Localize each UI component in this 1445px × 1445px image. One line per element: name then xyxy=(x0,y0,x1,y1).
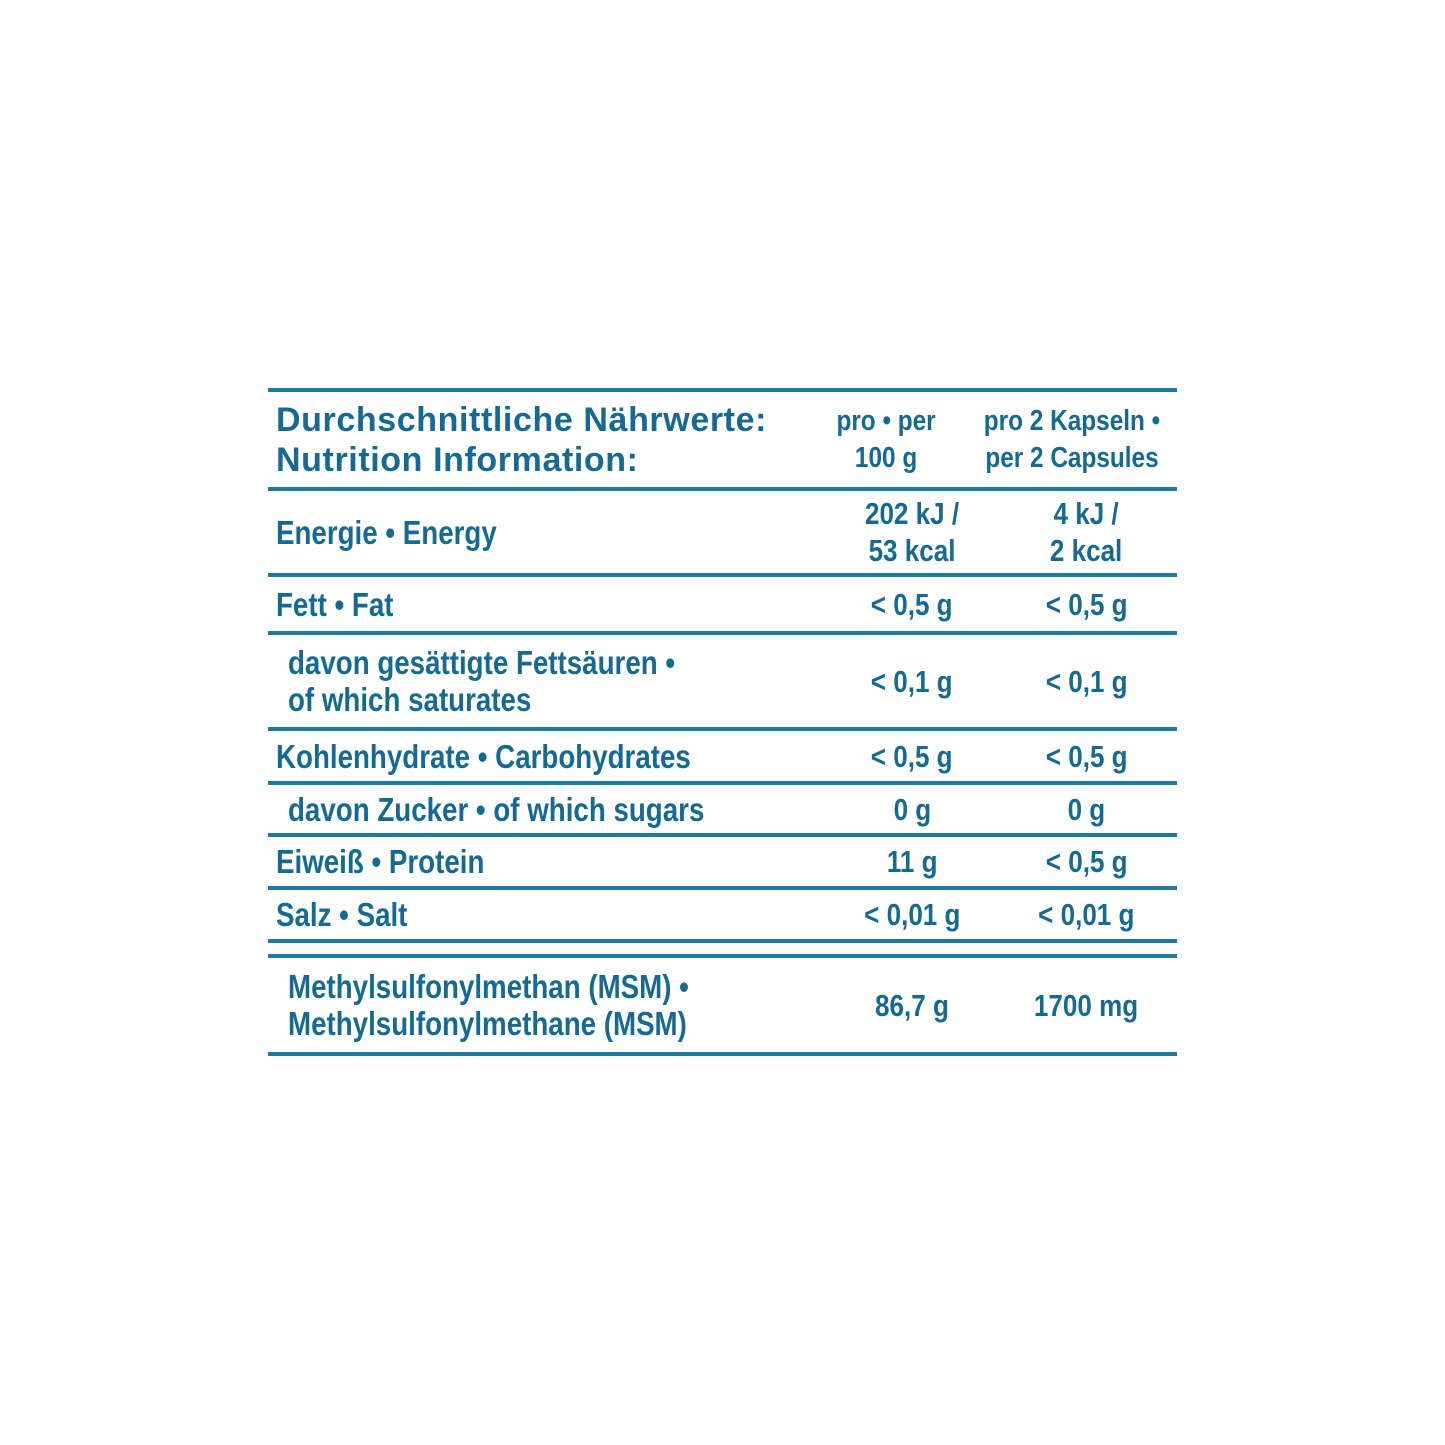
row-value-per-100g: < 0,5 g xyxy=(871,586,953,622)
column-header-per-2-capsules: pro 2 Kapseln • per 2 Capsules xyxy=(967,403,1177,477)
row-value-per-100g: 11 g xyxy=(886,844,938,879)
row-value-per-2-capsules: < 0,1 g xyxy=(1045,663,1128,699)
column-header-per-100g-label: pro • per 100 g xyxy=(836,404,937,474)
row-label-cell: Methylsulfonylmethan (MSM) • Methylsulfo… xyxy=(268,968,828,1042)
row-value-per-2-capsules-cell: 0 g xyxy=(996,791,1177,828)
row-value-per-100g: 86,7 g xyxy=(875,987,949,1023)
row-label-cell: Energie • Energy xyxy=(268,514,828,551)
row-value-per-100g-cell: 202 kJ / 53 kcal xyxy=(828,495,996,569)
table-header-row: Durchschnittliche Nährwerte: Nutrition I… xyxy=(268,388,1177,487)
row-value-per-2-capsules-cell: < 0,01 g xyxy=(996,896,1177,933)
table-header-title-cell: Durchschnittliche Nährwerte: Nutrition I… xyxy=(268,400,806,480)
row-value-per-100g: 202 kJ / 53 kcal xyxy=(864,496,960,568)
row-label: Eiweiß • Protein xyxy=(276,843,485,880)
row-value-per-100g: < 0,01 g xyxy=(863,897,961,932)
row-label-cell: davon Zucker • of which sugars xyxy=(268,791,828,828)
row-value-per-100g-cell: < 0,01 g xyxy=(828,896,996,933)
row-value-per-2-capsules-cell: < 0,1 g xyxy=(996,663,1177,700)
row-label: Kohlenhydrate • Carbohydrates xyxy=(276,737,691,775)
row-label: davon Zucker • of which sugars xyxy=(288,790,705,828)
row-value-per-2-capsules-cell: 1700 mg xyxy=(996,987,1177,1024)
row-label-cell: Kohlenhydrate • Carbohydrates xyxy=(268,738,828,775)
row-value-per-2-capsules-cell: 4 kJ / 2 kcal xyxy=(996,495,1177,569)
table-title: Durchschnittliche Nährwerte: Nutrition I… xyxy=(276,400,768,479)
row-value-per-2-capsules-cell: < 0,5 g xyxy=(996,738,1177,775)
row-label: Fett • Fat xyxy=(276,585,394,623)
column-header-per-2-capsules-label: pro 2 Kapseln • per 2 Capsules xyxy=(983,404,1161,474)
row-label: davon gesättigte Fettsäuren • of which s… xyxy=(288,644,676,718)
table-row-protein: Eiweiß • Protein 11 g < 0,5 g xyxy=(268,833,1177,886)
nutrition-information-table: Durchschnittliche Nährwerte: Nutrition I… xyxy=(268,388,1177,1056)
row-value-per-100g-cell: 11 g xyxy=(828,843,996,880)
row-value-per-2-capsules: < 0,01 g xyxy=(1038,897,1135,932)
table-row-fat: Fett • Fat < 0,5 g < 0,5 g xyxy=(268,573,1177,631)
table-row-salt: Salz • Salt < 0,01 g < 0,01 g xyxy=(268,886,1177,939)
row-value-per-2-capsules: 0 g xyxy=(1067,791,1106,827)
row-label: Methylsulfonylmethan (MSM) • Methylsulfo… xyxy=(288,968,689,1042)
column-header-per-100g: pro • per 100 g xyxy=(806,403,967,477)
row-value-per-100g: < 0,1 g xyxy=(871,663,953,699)
row-label: Salz • Salt xyxy=(276,896,408,933)
row-label: Energie • Energy xyxy=(276,513,497,551)
row-value-per-2-capsules-cell: < 0,5 g xyxy=(996,586,1177,623)
table-row-sugars: davon Zucker • of which sugars 0 g 0 g xyxy=(268,781,1177,833)
row-value-per-100g: < 0,5 g xyxy=(871,738,953,774)
row-value-per-100g: 0 g xyxy=(893,791,931,827)
table-row-msm: Methylsulfonylmethan (MSM) • Methylsulfo… xyxy=(268,954,1177,1052)
row-value-per-2-capsules: < 0,5 g xyxy=(1045,586,1128,622)
table-row-carbohydrates: Kohlenhydrate • Carbohydrates < 0,5 g < … xyxy=(268,727,1177,781)
row-label-cell: davon gesättigte Fettsäuren • of which s… xyxy=(268,644,828,718)
row-value-per-100g-cell: < 0,1 g xyxy=(828,663,996,700)
row-value-per-2-capsules: 4 kJ / 2 kcal xyxy=(1050,496,1123,568)
table-row-saturates: davon gesättigte Fettsäuren • of which s… xyxy=(268,631,1177,727)
table-row-energy: Energie • Energy 202 kJ / 53 kcal 4 kJ /… xyxy=(268,487,1177,573)
row-value-per-100g-cell: 86,7 g xyxy=(828,987,996,1024)
row-label-cell: Salz • Salt xyxy=(268,896,828,933)
row-label-cell: Eiweiß • Protein xyxy=(268,843,828,880)
row-value-per-100g-cell: < 0,5 g xyxy=(828,586,996,623)
row-label-cell: Fett • Fat xyxy=(268,586,828,623)
row-value-per-2-capsules-cell: < 0,5 g xyxy=(996,843,1177,880)
double-rule-separator xyxy=(268,939,1177,954)
row-value-per-100g-cell: 0 g xyxy=(828,791,996,828)
row-value-per-100g-cell: < 0,5 g xyxy=(828,738,996,775)
row-value-per-2-capsules: 1700 mg xyxy=(1034,987,1139,1023)
row-value-per-2-capsules: < 0,5 g xyxy=(1045,738,1128,774)
row-value-per-2-capsules: < 0,5 g xyxy=(1045,844,1128,879)
